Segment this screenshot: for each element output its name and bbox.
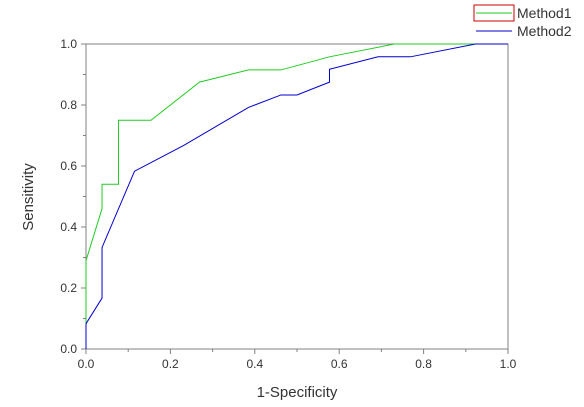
y-tick-label: 0.2 bbox=[60, 281, 77, 295]
legend-label: Method2 bbox=[517, 23, 572, 39]
x-axis-label: 1-Specificity bbox=[257, 384, 338, 401]
series-line-method1 bbox=[85, 43, 508, 349]
y-tick-label: 0.6 bbox=[60, 159, 77, 173]
plot-frame bbox=[85, 43, 509, 350]
x-tick-label: 0.0 bbox=[78, 357, 95, 371]
x-tick-label: 1.0 bbox=[500, 357, 517, 371]
y-axis-ticks: 0.0 0.2 0.4 0.6 0.8 1.0 bbox=[60, 37, 86, 356]
x-tick-label: 0.8 bbox=[415, 357, 432, 371]
y-tick-label: 0.8 bbox=[60, 98, 77, 112]
x-tick-label: 0.4 bbox=[246, 357, 263, 371]
series-line-method2 bbox=[85, 43, 508, 349]
x-axis-ticks: 0.0 0.2 0.4 0.6 0.8 1.0 bbox=[78, 349, 517, 371]
y-tick-label: 1.0 bbox=[60, 37, 77, 51]
y-axis-label: Sensitivity bbox=[20, 163, 37, 231]
x-tick-label: 0.6 bbox=[331, 357, 348, 371]
x-tick-label: 0.2 bbox=[162, 357, 179, 371]
y-tick-label: 0.4 bbox=[60, 220, 77, 234]
series-layer bbox=[85, 43, 508, 349]
legend-marker-box bbox=[473, 4, 515, 22]
y-tick-label: 0.0 bbox=[60, 342, 77, 356]
legend-label: Method1 bbox=[517, 5, 572, 21]
legend: Method1 Method2 bbox=[473, 4, 572, 39]
